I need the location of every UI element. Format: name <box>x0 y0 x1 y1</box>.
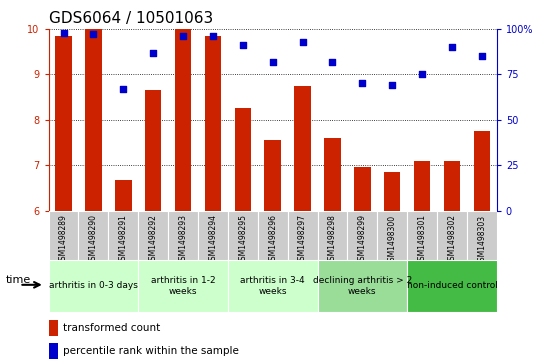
Point <box>239 42 247 48</box>
Bar <box>384 172 401 211</box>
Text: GSM1498290: GSM1498290 <box>89 215 98 265</box>
Point <box>89 32 98 37</box>
Bar <box>407 211 437 260</box>
Bar <box>228 260 318 312</box>
Bar <box>258 211 288 260</box>
Bar <box>444 160 460 211</box>
Text: GDS6064 / 10501063: GDS6064 / 10501063 <box>49 12 213 26</box>
Text: transformed count: transformed count <box>63 323 160 333</box>
Bar <box>234 109 251 211</box>
Point <box>208 33 217 39</box>
Text: GSM1498301: GSM1498301 <box>417 215 427 265</box>
Bar <box>437 211 467 260</box>
Text: declining arthritis > 2
weeks: declining arthritis > 2 weeks <box>313 276 412 295</box>
Bar <box>347 211 377 260</box>
Bar <box>205 36 221 211</box>
Text: GSM1498300: GSM1498300 <box>388 215 397 266</box>
Bar <box>265 140 281 211</box>
Bar <box>354 167 370 211</box>
Text: arthritis in 0-3 days: arthritis in 0-3 days <box>49 281 138 290</box>
Bar <box>288 211 318 260</box>
Bar <box>175 29 191 211</box>
Text: GSM1498297: GSM1498297 <box>298 215 307 265</box>
Point <box>388 82 396 88</box>
Point <box>418 72 427 77</box>
Point <box>179 33 187 39</box>
Text: arthritis in 3-4
weeks: arthritis in 3-4 weeks <box>240 276 305 295</box>
Bar <box>324 138 341 211</box>
Text: GSM1498294: GSM1498294 <box>208 215 218 265</box>
Point <box>477 53 486 59</box>
Point <box>298 39 307 45</box>
Bar <box>49 260 138 312</box>
Bar <box>467 211 497 260</box>
Bar <box>109 211 138 260</box>
Bar <box>115 180 132 211</box>
Bar <box>49 211 78 260</box>
Bar <box>138 211 168 260</box>
Bar <box>168 211 198 260</box>
Bar <box>198 211 228 260</box>
Point <box>328 59 337 65</box>
Text: GSM1498298: GSM1498298 <box>328 215 337 265</box>
Text: GSM1498289: GSM1498289 <box>59 215 68 265</box>
Bar <box>294 86 311 211</box>
Text: arthritis in 1-2
weeks: arthritis in 1-2 weeks <box>151 276 215 295</box>
Bar <box>377 211 407 260</box>
Text: GSM1498293: GSM1498293 <box>179 215 187 265</box>
Point <box>149 50 158 56</box>
Point <box>448 44 456 50</box>
Text: GSM1498302: GSM1498302 <box>448 215 456 265</box>
Text: GSM1498295: GSM1498295 <box>238 215 247 265</box>
Text: time: time <box>6 274 31 285</box>
Bar <box>228 211 258 260</box>
Bar <box>407 260 497 312</box>
Bar <box>138 260 228 312</box>
Text: GSM1498296: GSM1498296 <box>268 215 277 265</box>
Bar <box>55 36 72 211</box>
Bar <box>85 29 102 211</box>
Bar <box>414 160 430 211</box>
Bar <box>318 211 347 260</box>
Text: GSM1498292: GSM1498292 <box>148 215 158 265</box>
Bar <box>145 90 161 211</box>
Point <box>119 86 127 92</box>
Bar <box>78 211 109 260</box>
Point <box>358 81 367 86</box>
Text: non-induced control: non-induced control <box>407 281 497 290</box>
Text: GSM1498291: GSM1498291 <box>119 215 128 265</box>
Bar <box>318 260 407 312</box>
Point <box>268 59 277 65</box>
Bar <box>49 320 58 335</box>
Text: GSM1498299: GSM1498299 <box>358 215 367 265</box>
Text: GSM1498303: GSM1498303 <box>477 215 487 266</box>
Text: percentile rank within the sample: percentile rank within the sample <box>63 346 239 356</box>
Point <box>59 30 68 36</box>
Bar <box>49 343 58 359</box>
Bar <box>474 131 490 211</box>
